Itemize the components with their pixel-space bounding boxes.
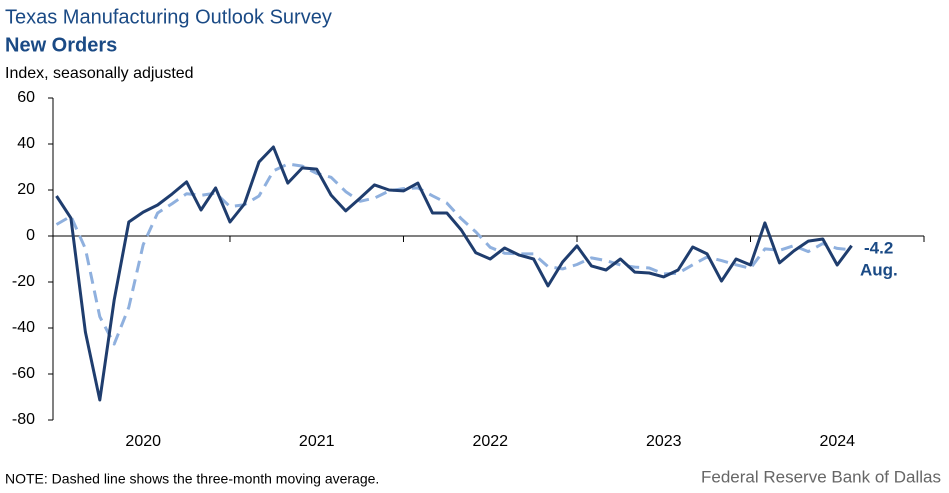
series-line <box>55 145 853 402</box>
chart-subtitle: New Orders <box>5 34 117 56</box>
y-axis-label: Index, seasonally adjusted <box>5 65 194 82</box>
x-tick-label: 2021 <box>299 433 335 450</box>
y-tick-label: -60 <box>12 365 35 382</box>
y-tick-label: 40 <box>17 135 35 152</box>
source: Federal Reserve Bank of Dallas <box>701 467 941 486</box>
y-tick-label: 20 <box>17 181 35 198</box>
chart-title: Texas Manufacturing Outlook Survey <box>5 6 332 28</box>
y-tick-label: -80 <box>12 411 35 428</box>
x-tick-label: 2022 <box>472 433 508 450</box>
y-tick-label: -20 <box>12 273 35 290</box>
y-tick-label: -40 <box>12 319 35 336</box>
x-tick-label: 2023 <box>646 433 682 450</box>
moving-average-line <box>55 162 852 346</box>
y-tick-label: 0 <box>26 227 35 244</box>
y-tick-label: 60 <box>17 89 35 106</box>
x-tick-label: 2020 <box>125 433 161 450</box>
annotation: Aug. <box>860 260 898 279</box>
note: NOTE: Dashed line shows the three-month … <box>5 471 379 487</box>
annotation: -4.2 <box>864 238 893 257</box>
x-tick-label: 2024 <box>819 433 855 450</box>
